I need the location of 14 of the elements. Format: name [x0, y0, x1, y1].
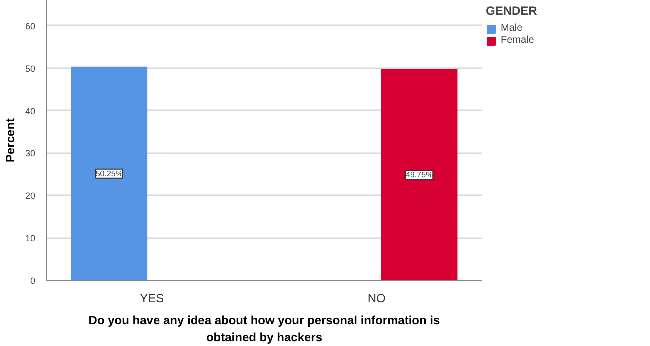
legend-label: Male	[501, 23, 523, 34]
y-tick-label: 50	[25, 64, 36, 74]
x-tick-label: YES	[140, 292, 164, 306]
y-tick-label: 10	[25, 234, 36, 244]
y-tick-label: 60	[25, 21, 36, 32]
y-axis-title: Percent	[3, 118, 18, 163]
x-axis-title: Do you have any idea about how your personal information is obtained by hackers	[88, 314, 441, 344]
y-tick-label: 20	[25, 191, 36, 202]
legend-title: GENDER	[486, 4, 538, 18]
y-tick-label: 40	[25, 106, 36, 116]
y-tick-label: 30	[25, 148, 36, 159]
legend-label: Female	[501, 35, 534, 46]
x-tick-label: NO	[368, 292, 386, 306]
y-tick-label: 0	[30, 276, 36, 286]
